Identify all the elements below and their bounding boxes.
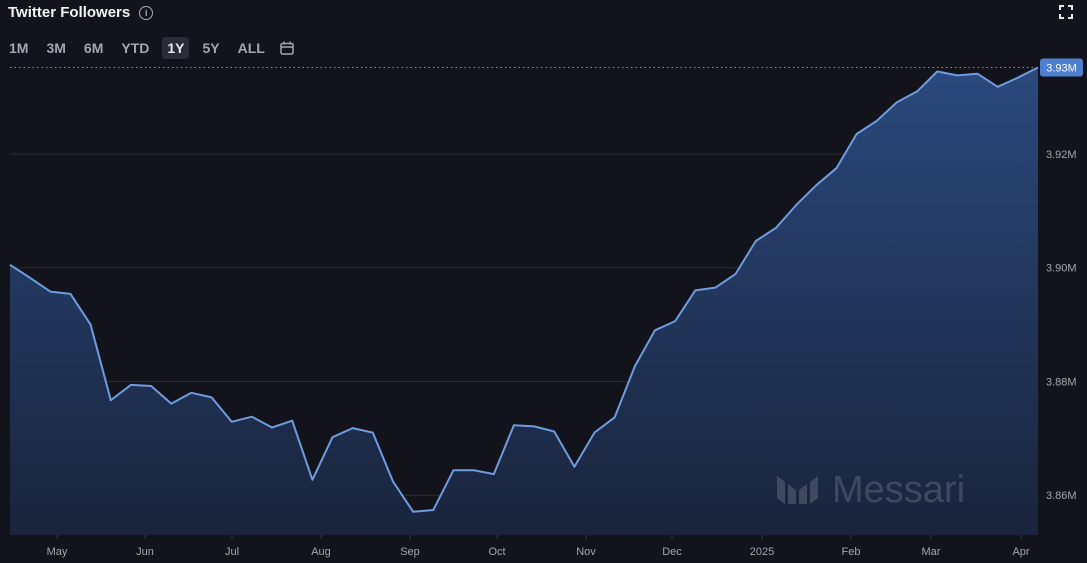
range-ytd-button[interactable]: YTD [121, 40, 150, 56]
x-tick-label: Dec [662, 546, 682, 558]
y-tick-label: 3.92M [1046, 149, 1077, 161]
range-1y-button[interactable]: 1Y [162, 37, 190, 59]
x-tick-label: Nov [576, 546, 596, 558]
x-tick-label: Mar [922, 546, 941, 558]
y-axis-labels: 3.86M 3.88M 3.90M 3.92M [1046, 149, 1077, 502]
range-3m-button[interactable]: 3M [46, 40, 66, 56]
x-tick-label: Sep [400, 546, 420, 558]
x-tick-label: May [47, 546, 68, 558]
x-tick-label: Jul [225, 546, 239, 558]
y-tick-label: 3.90M [1046, 263, 1077, 275]
chart-title: Twitter Followers [8, 4, 131, 21]
range-selector: 1M 3M 6M YTD 1Y 5Y ALL [4, 37, 294, 59]
last-value-label: 3.93M [1046, 62, 1077, 74]
chart-header: Twitter Followers i [8, 4, 154, 21]
range-1m-button[interactable]: 1M [9, 40, 29, 56]
messari-watermark: Messari [777, 469, 965, 511]
calendar-icon[interactable] [280, 41, 294, 55]
x-tick-label: Oct [488, 546, 505, 558]
last-value-badge [1040, 58, 1083, 77]
expand-icon[interactable] [1059, 5, 1073, 19]
x-tick-label: 2025 [750, 546, 774, 558]
range-5y-button[interactable]: 5Y [202, 40, 220, 56]
y-tick-label: 3.88M [1046, 376, 1077, 388]
x-tick-label: Feb [842, 546, 861, 558]
x-axis-labels: May Jun Jul Aug Sep Oct Nov Dec 2025 Feb Mar Apr [47, 535, 1030, 558]
series-line-path [9, 66, 1039, 513]
area-fill [10, 67, 1038, 535]
x-tick-label: Apr [1012, 546, 1029, 558]
area-path [10, 67, 1038, 535]
range-all-button[interactable]: ALL [237, 40, 265, 56]
watermark-text: Messari [832, 469, 965, 511]
info-circle-icon[interactable]: i [139, 5, 154, 20]
last-value-marker: 3.93M [10, 58, 1083, 77]
x-tick-label: Aug [311, 546, 331, 558]
x-tick-label: Jun [136, 546, 154, 558]
series-line [9, 66, 1039, 513]
y-tick-label: 3.86M [1046, 490, 1077, 502]
range-6m-button[interactable]: 6M [83, 40, 104, 56]
